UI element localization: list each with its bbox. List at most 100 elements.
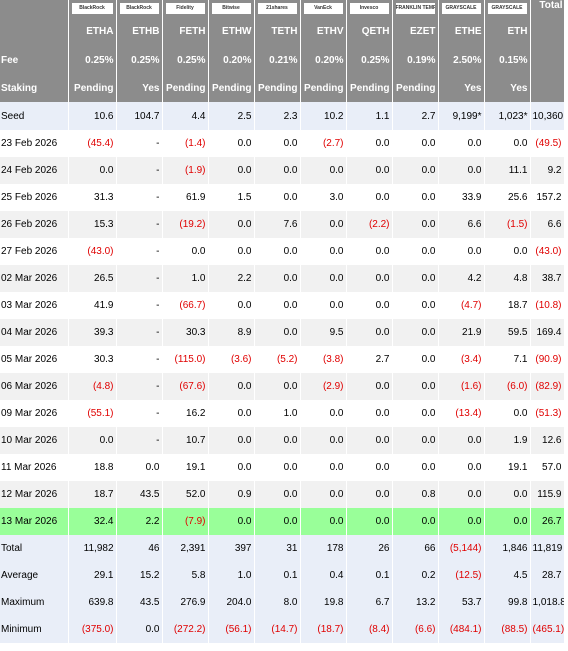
- cell: 66: [392, 535, 439, 562]
- cell: 0.0: [346, 481, 393, 508]
- cell: 0.0: [484, 400, 531, 427]
- summary-row: Total 11,982 46 2,391 397 31 178 26 66 (5,144) 1,8…: [0, 535, 565, 562]
- logo-cell: Invesco: [346, 0, 393, 16]
- cell: (6.6): [392, 616, 439, 643]
- cell: 4.2: [438, 265, 485, 292]
- cell: 0.0: [300, 508, 347, 535]
- issuer-logo: VanEck: [303, 2, 343, 14]
- cell: 12.6: [530, 427, 565, 454]
- cell: 0.0: [68, 157, 117, 184]
- cell: 26: [346, 535, 393, 562]
- empty-cell: [0, 0, 69, 16]
- cell: (3.4): [438, 346, 485, 373]
- row-label: 06 Mar 2026: [0, 373, 69, 400]
- cell: (43.0): [530, 238, 565, 265]
- cell: 0.1: [346, 562, 393, 589]
- cell: 0.0: [346, 130, 393, 157]
- cell: 0.0: [254, 184, 301, 211]
- cell: 0.0: [346, 454, 393, 481]
- cell: 0.0: [68, 427, 117, 454]
- cell: -: [116, 427, 163, 454]
- cell: 0.0: [346, 373, 393, 400]
- row-label: 24 Feb 2026: [0, 157, 69, 184]
- cell: 29.1: [68, 562, 117, 589]
- cell: 0.0: [346, 508, 393, 535]
- cell: -: [116, 211, 163, 238]
- cell: 1.0: [208, 562, 255, 589]
- cell: 57.0: [530, 454, 565, 481]
- cell: 31.3: [68, 184, 117, 211]
- cell: -: [116, 130, 163, 157]
- cell: 0.0: [254, 319, 301, 346]
- cell: 41.9: [68, 292, 117, 319]
- cell: 10.2: [300, 102, 347, 130]
- cell: Pending: [68, 74, 117, 102]
- cell: (4.7): [438, 292, 485, 319]
- daily-row: 10 Mar 2026 0.0-10.7 0.0 0.0 0.0 0.0 0.0 0.0 1.9…: [0, 427, 565, 454]
- daily-row: 26 Feb 2026 15.3- (19.2) 0.0 7.6 0.0 (2.2) 0.0 6…: [0, 211, 565, 238]
- cell: 32.4: [68, 508, 117, 535]
- logo-cell: 21shares: [254, 0, 301, 16]
- cell: 0.0: [392, 265, 439, 292]
- cell: 1.0: [162, 265, 209, 292]
- cell: (5.2): [254, 346, 301, 373]
- cell: (90.9): [530, 346, 565, 373]
- cell: (115.0): [162, 346, 209, 373]
- cell: (1.6): [438, 373, 485, 400]
- cell: 10.6: [68, 102, 117, 130]
- row-label: Staking: [0, 74, 69, 102]
- ticker-row: ETHA ETHB FETH ETHW TETH ETHV QETH EZET ETHE ETH: [0, 16, 565, 46]
- info-row: Staking Pending Yes Pending Pending Pending Pe…: [0, 74, 565, 102]
- cell: 0.0: [300, 481, 347, 508]
- cell: 8.9: [208, 319, 255, 346]
- cell: Pending: [346, 74, 393, 102]
- row-label: Minimum: [0, 616, 69, 643]
- cell: Yes: [438, 74, 485, 102]
- daily-row: 06 Mar 2026 (4.8) - (67.6) 0.0 0.0 (2.9) 0.0 0.0…: [0, 373, 565, 400]
- issuer-logo: Fidelity: [165, 2, 205, 14]
- cell: (66.7): [162, 292, 209, 319]
- cell: 0.0: [300, 211, 347, 238]
- seed-row: Seed 10.6 104.7 4.4 2.5 2.3 10.2 1.1 2.7 9,199* 1,…: [0, 102, 565, 130]
- cell: 18.7: [484, 292, 531, 319]
- row-label: 10 Mar 2026: [0, 427, 69, 454]
- cell: 0.0: [392, 400, 439, 427]
- cell: 31: [254, 535, 301, 562]
- row-label: 25 Feb 2026: [0, 184, 69, 211]
- cell: 0.0: [484, 238, 531, 265]
- cell: 0.9: [208, 481, 255, 508]
- ticker: ETHV: [300, 16, 347, 46]
- logo-cell: GRAYSCALE: [438, 0, 485, 16]
- cell: (13.4): [438, 400, 485, 427]
- empty-cell: [530, 16, 565, 46]
- cell: 0.0: [484, 481, 531, 508]
- cell: -: [116, 319, 163, 346]
- cell: 0.0: [300, 238, 347, 265]
- cell: Yes: [116, 74, 163, 102]
- cell: 0.0: [254, 238, 301, 265]
- cell: 8.0: [254, 589, 301, 616]
- cell: 0.15%: [484, 46, 531, 74]
- cell: 0.0: [392, 427, 439, 454]
- cell: 0.0: [346, 400, 393, 427]
- cell: (2.9): [300, 373, 347, 400]
- cell: 1,018.8: [530, 589, 565, 616]
- cell: 0.0: [392, 319, 439, 346]
- ticker: ETHE: [438, 16, 485, 46]
- cell: 0.0: [438, 481, 485, 508]
- cell: 0.0: [438, 157, 485, 184]
- cell: (3.8): [300, 346, 347, 373]
- cell: -: [116, 157, 163, 184]
- cell: 0.0: [346, 238, 393, 265]
- cell: 0.0: [300, 427, 347, 454]
- cell: 9,199*: [438, 102, 485, 130]
- cell: 0.8: [392, 481, 439, 508]
- cell: (10.8): [530, 292, 565, 319]
- cell: 0.25%: [162, 46, 209, 74]
- logo-cell: Bitwise: [208, 0, 255, 16]
- cell: 0.0: [438, 238, 485, 265]
- cell: 0.0: [254, 157, 301, 184]
- cell: (67.6): [162, 373, 209, 400]
- cell: 30.3: [68, 346, 117, 373]
